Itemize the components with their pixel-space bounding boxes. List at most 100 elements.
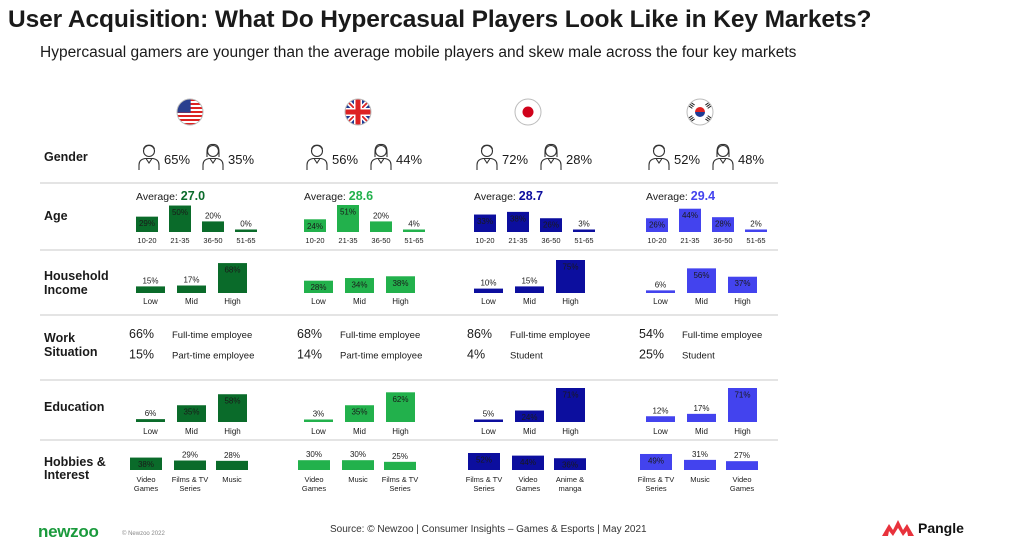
age-bar bbox=[337, 205, 359, 232]
education-category: High bbox=[392, 427, 408, 436]
education-category: Mid bbox=[353, 427, 366, 436]
income-category: High bbox=[562, 297, 578, 306]
row-label-income: Income bbox=[44, 283, 88, 297]
income-value: 75% bbox=[562, 263, 578, 272]
education-value: 6% bbox=[145, 409, 157, 418]
female-icon bbox=[540, 143, 562, 170]
age-value: 51% bbox=[340, 208, 356, 217]
age-category: 21-35 bbox=[338, 236, 357, 245]
income-category: Mid bbox=[185, 297, 198, 306]
hobby-bar bbox=[726, 461, 758, 470]
row-label-hobbies: Interest bbox=[44, 468, 90, 482]
income-bar bbox=[687, 268, 716, 293]
income-category: Mid bbox=[695, 297, 708, 306]
income-value: 38% bbox=[392, 279, 408, 288]
hobby-bar bbox=[130, 457, 162, 470]
age-value: 44% bbox=[682, 211, 698, 220]
hobby-category: Anime & bbox=[556, 475, 584, 484]
work-label: Full-time employee bbox=[172, 330, 252, 341]
age-bar bbox=[136, 216, 158, 232]
hobby-category: Films & TV bbox=[466, 475, 503, 484]
income-bar bbox=[177, 285, 206, 293]
hobby-category: Films & TV bbox=[382, 475, 419, 484]
age-value: 3% bbox=[578, 220, 590, 229]
age-category: 21-35 bbox=[680, 236, 699, 245]
age-bar bbox=[540, 218, 562, 232]
age-category: 36-50 bbox=[371, 236, 390, 245]
income-category: Low bbox=[653, 297, 668, 306]
female-icon bbox=[370, 143, 392, 170]
education-category: Low bbox=[311, 427, 326, 436]
income-bar bbox=[728, 276, 757, 293]
hobby-category: Films & TV bbox=[172, 475, 209, 484]
hobby-bar bbox=[298, 460, 330, 470]
age-bar bbox=[745, 229, 767, 232]
hobby-bar bbox=[468, 453, 500, 470]
income-category: High bbox=[392, 297, 408, 306]
work-pct: 4% bbox=[467, 348, 485, 362]
income-bar bbox=[474, 288, 503, 293]
age-category: 51-65 bbox=[236, 236, 255, 245]
income-category: High bbox=[224, 297, 240, 306]
korea-flag-icon bbox=[686, 98, 714, 126]
education-bar bbox=[386, 392, 415, 422]
hobby-category: Games bbox=[302, 484, 326, 493]
work-label: Full-time employee bbox=[340, 330, 420, 341]
income-bar bbox=[304, 280, 333, 293]
age-value: 26% bbox=[649, 221, 665, 230]
education-value: 71% bbox=[734, 391, 750, 400]
age-category: 51-65 bbox=[574, 236, 593, 245]
education-bar bbox=[728, 388, 757, 422]
age-value: 24% bbox=[307, 222, 323, 231]
hobby-value: 52% bbox=[476, 456, 492, 465]
age-category: 10-20 bbox=[647, 236, 666, 245]
uk-flag-icon bbox=[344, 98, 372, 126]
education-value: 12% bbox=[652, 406, 668, 415]
income-value: 6% bbox=[655, 280, 667, 289]
education-value: 17% bbox=[693, 404, 709, 413]
market-column-kr: 52% 48% Average: 29.4 26% 10-20 44% 21-35 28% 36… bbox=[638, 98, 767, 493]
income-value: 10% bbox=[480, 279, 496, 288]
income-value: 15% bbox=[142, 276, 158, 285]
age-bar bbox=[169, 205, 191, 232]
hobby-category: Video bbox=[304, 475, 323, 484]
income-category: Low bbox=[481, 297, 496, 306]
pangle-wordmark: Pangle bbox=[918, 520, 964, 536]
age-value: 28% bbox=[715, 220, 731, 229]
hobby-category: Music bbox=[222, 475, 242, 484]
gender-female-pct: 48% bbox=[738, 152, 764, 167]
hobby-value: 29% bbox=[182, 451, 198, 460]
education-value: 62% bbox=[392, 395, 408, 404]
age-category: 10-20 bbox=[137, 236, 156, 245]
income-value: 28% bbox=[310, 283, 326, 292]
gender-female-pct: 28% bbox=[566, 152, 592, 167]
hobby-bar bbox=[512, 455, 544, 470]
gender-female-pct: 35% bbox=[228, 152, 254, 167]
row-label-education: Education bbox=[44, 400, 104, 414]
age-value: 4% bbox=[408, 220, 420, 229]
age-category: 10-20 bbox=[475, 236, 494, 245]
page-title: User Acquisition: What Do Hypercasual Pl… bbox=[8, 6, 872, 33]
age-value: 50% bbox=[172, 208, 188, 217]
hobby-category: Games bbox=[516, 484, 540, 493]
hobby-category: Video bbox=[136, 475, 155, 484]
work-label: Student bbox=[510, 351, 543, 362]
copyright-text: © Newzoo 2022 bbox=[122, 531, 165, 537]
age-category: 51-65 bbox=[404, 236, 423, 245]
row-label-work: Work bbox=[44, 331, 75, 345]
education-category: Low bbox=[143, 427, 158, 436]
age-value: 20% bbox=[373, 211, 389, 220]
male-icon bbox=[138, 144, 160, 170]
source-note: Source: © Newzoo | Consumer Insights – G… bbox=[330, 524, 647, 535]
hobby-bar bbox=[174, 460, 206, 470]
work-pct: 25% bbox=[639, 348, 664, 362]
market-column-us: 65% 35% Average: 27.0 29% 10-20 50% 21-35 20% 36… bbox=[129, 98, 257, 493]
hobby-bar bbox=[342, 460, 374, 470]
work-label: Full-time employee bbox=[510, 330, 590, 341]
age-category: 10-20 bbox=[305, 236, 324, 245]
age-value: 38% bbox=[510, 214, 526, 223]
age-value: 20% bbox=[205, 211, 221, 220]
hobby-category: Games bbox=[134, 484, 158, 493]
row-label-work: Situation bbox=[44, 345, 97, 359]
